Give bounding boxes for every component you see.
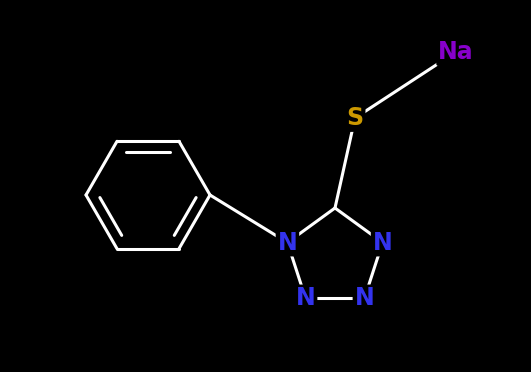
Text: N: N bbox=[278, 231, 297, 254]
Text: S: S bbox=[346, 106, 364, 130]
Text: N: N bbox=[296, 286, 315, 311]
Text: N: N bbox=[373, 231, 392, 254]
Text: N: N bbox=[355, 286, 374, 311]
Text: Na: Na bbox=[438, 40, 474, 64]
